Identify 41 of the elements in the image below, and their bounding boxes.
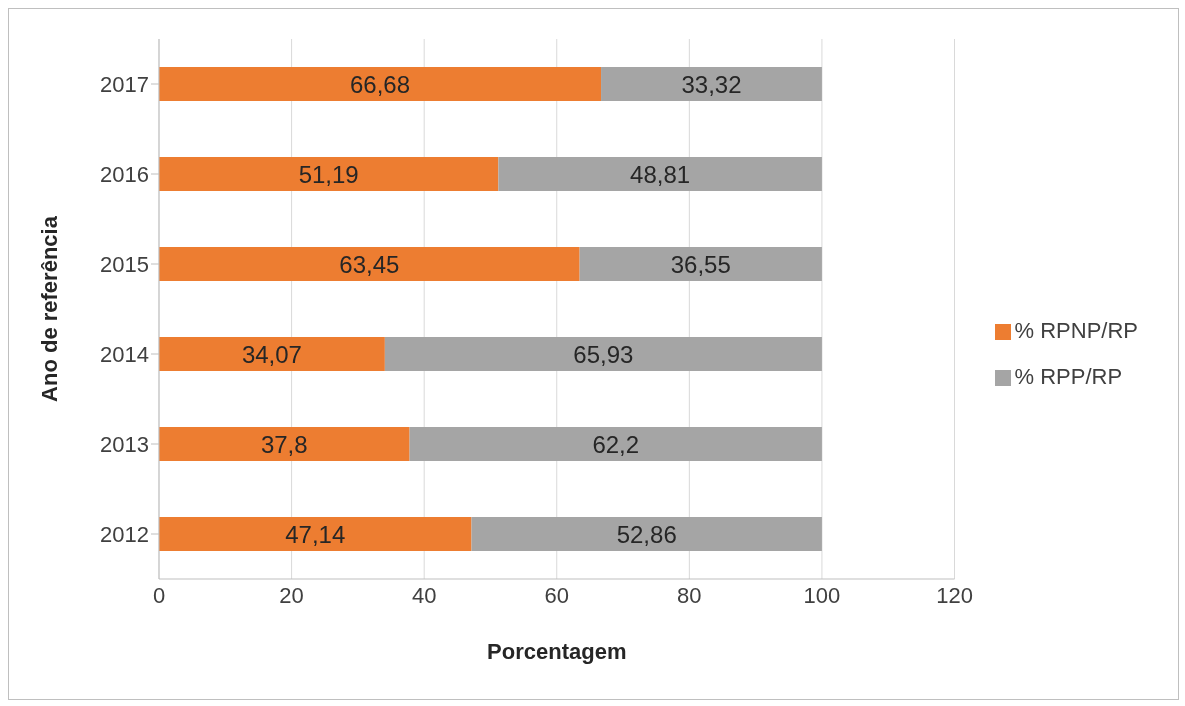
bar: [471, 517, 822, 551]
data-label: 51,19: [298, 160, 359, 188]
y-axis-title: Ano de referência: [36, 215, 62, 402]
legend-label: % RPNP/RP: [1014, 318, 1138, 343]
bar: [409, 427, 822, 461]
y-tick-label: 2017: [100, 71, 149, 97]
bar: [159, 337, 385, 371]
x-tick-label: 80: [677, 582, 702, 608]
data-label: 65,93: [573, 340, 634, 368]
data-label: 63,45: [339, 250, 400, 278]
bar: [384, 337, 822, 371]
bar: [159, 517, 472, 551]
x-tick-label: 0: [152, 582, 166, 608]
x-tick-label: 60: [544, 582, 569, 608]
bar: [579, 247, 822, 281]
data-label: 33,32: [681, 70, 742, 98]
data-label: 37,8: [260, 430, 308, 458]
data-label: 66,68: [349, 70, 411, 98]
legend-label: % RPP/RP: [1014, 364, 1123, 389]
bar: [159, 67, 602, 101]
y-tick-label: 2013: [100, 431, 149, 457]
bar: [159, 157, 499, 191]
bar: [498, 157, 822, 191]
x-tick-label: 100: [803, 582, 841, 608]
data-label: 47,14: [285, 520, 346, 548]
data-label: 34,07: [241, 340, 302, 368]
bar: [159, 247, 580, 281]
data-label: 52,86: [616, 520, 677, 548]
y-tick-label: 2012: [100, 521, 149, 547]
x-tick-label: 120: [936, 582, 973, 608]
x-tick-label: 40: [411, 582, 437, 608]
x-axis-title: Porcentagem: [487, 639, 627, 664]
y-tick-label: 2015: [100, 251, 149, 277]
y-tick-label: 2016: [100, 161, 149, 187]
bar: [159, 427, 410, 461]
y-tick-label: 2014: [100, 341, 149, 367]
data-label: 62,2: [592, 430, 640, 458]
x-tick-label: 20: [279, 582, 304, 608]
bar: [601, 67, 822, 101]
data-label: 48,81: [630, 160, 691, 188]
data-label: 36,55: [670, 250, 731, 278]
